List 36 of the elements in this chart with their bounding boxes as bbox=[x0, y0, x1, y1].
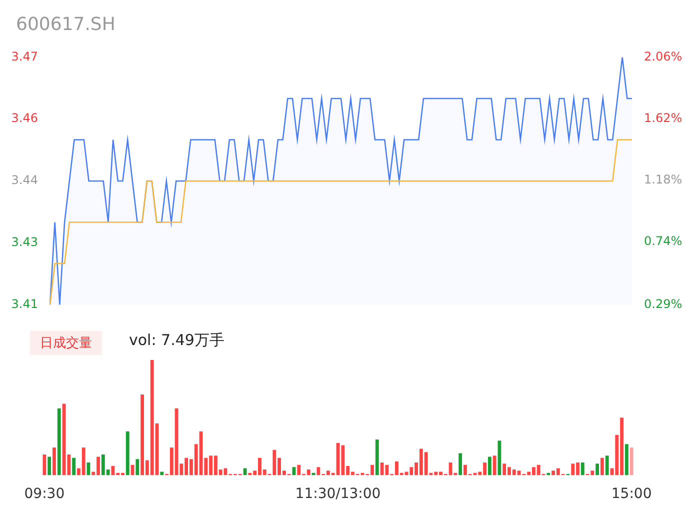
y-tick-label: 3.43 bbox=[11, 235, 38, 250]
bar bbox=[596, 464, 600, 476]
bar bbox=[243, 468, 247, 476]
bar bbox=[136, 459, 140, 476]
bar bbox=[57, 408, 61, 476]
bar bbox=[160, 472, 164, 476]
x-tick-label: 11:30/13:00 bbox=[295, 486, 381, 502]
y2-tick-label: 1.62% bbox=[644, 110, 682, 125]
bar bbox=[580, 462, 584, 476]
text: vol: 7.49万手 bbox=[129, 331, 224, 350]
y2-tick-label: 2.06% bbox=[644, 49, 682, 64]
y-tick-label: 3.47 bbox=[11, 49, 38, 64]
x-tick-label: 15:00 bbox=[611, 486, 652, 502]
y2-tick-label: 1.18% bbox=[644, 172, 682, 186]
bar bbox=[48, 456, 52, 476]
bar bbox=[488, 456, 492, 476]
y-tick-label: 3.44 bbox=[11, 173, 38, 188]
y2-tick-label: 0.74% bbox=[644, 234, 682, 248]
bar bbox=[72, 458, 76, 476]
bar bbox=[498, 440, 502, 476]
bar bbox=[600, 458, 604, 476]
y2-tick-label: 0.29% bbox=[644, 296, 682, 311]
chart-title: 600617.SH bbox=[16, 14, 116, 35]
text: 日成交量 bbox=[30, 331, 102, 355]
bar bbox=[630, 448, 634, 476]
y-tick-label: 3.46 bbox=[11, 111, 38, 126]
y-tick-label: 3.41 bbox=[11, 296, 38, 311]
x-tick-label: 09:30 bbox=[24, 486, 65, 502]
bar bbox=[42, 454, 46, 476]
bar bbox=[52, 448, 56, 476]
bar bbox=[126, 431, 130, 476]
bar bbox=[605, 456, 609, 476]
bar bbox=[458, 453, 462, 476]
bar bbox=[375, 439, 379, 476]
bar bbox=[624, 444, 628, 476]
bar bbox=[492, 456, 496, 476]
